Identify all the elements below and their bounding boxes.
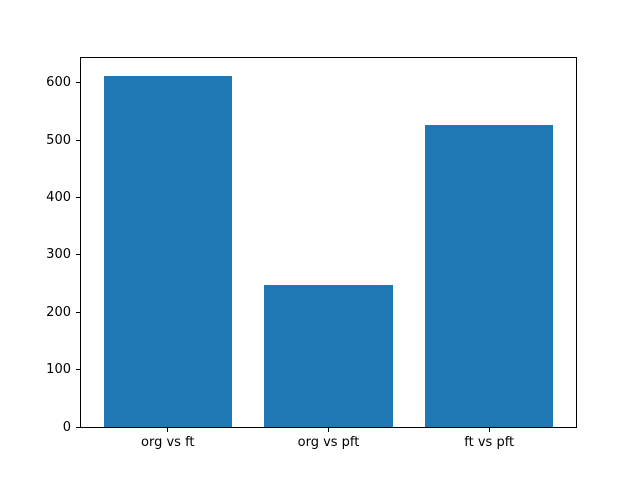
y-tick-mark: [76, 426, 80, 428]
y-tick-label: 300: [46, 247, 71, 263]
x-tick-label: org vs ft: [141, 435, 195, 450]
y-tick-mark: [76, 196, 80, 198]
y-tick-mark: [76, 254, 80, 256]
x-tick-mark: [328, 428, 329, 432]
plot-area: 0 100 200 300 400 500 600 org vs ft org vs pft ft…: [46, 57, 577, 450]
y-tick-label: 500: [46, 132, 71, 148]
y-tick-label: 400: [46, 189, 71, 205]
bar-ft-vs-pft: [424, 124, 554, 427]
x-tick-mark: [488, 428, 490, 432]
bar-org-vs-pft: [264, 285, 393, 427]
y-tick-label: 100: [46, 362, 71, 378]
y-tick-label: 0: [62, 419, 71, 435]
y-tick-mark: [76, 139, 80, 141]
y-tick-mark: [76, 311, 80, 313]
y-tick-label: 600: [46, 75, 71, 91]
y-tick-mark: [76, 82, 80, 84]
bar-org-vs-ft: [103, 75, 233, 427]
x-tick-label: org vs pft: [297, 435, 360, 450]
y-tick-mark: [76, 369, 80, 371]
y-tick-label: 200: [46, 304, 71, 320]
x-tick-label: ft vs pft: [464, 435, 515, 450]
x-tick-mark: [167, 428, 169, 432]
